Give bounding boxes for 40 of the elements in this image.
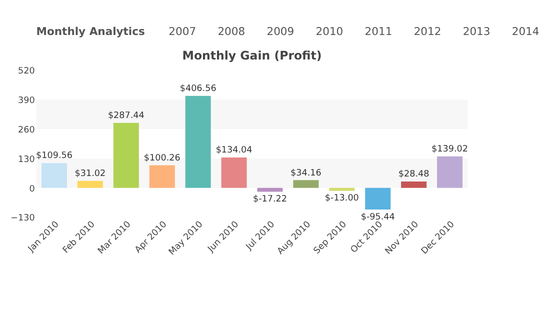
data-label: $31.02 <box>74 168 106 179</box>
data-label: $-95.44 <box>360 212 396 222</box>
text: Monthly Analytics <box>36 24 145 38</box>
data-label: $287.44 <box>108 110 145 121</box>
data-label: $139.02 <box>432 144 468 155</box>
data-label: $34.16 <box>290 168 322 178</box>
bar <box>293 180 319 188</box>
bar <box>113 122 139 188</box>
bar <box>42 163 68 188</box>
y-tick-label: 130 <box>18 154 36 165</box>
data-label: $109.56 <box>36 151 73 162</box>
bar <box>257 188 283 192</box>
text: 2014 <box>512 24 540 38</box>
y-tick-label: 390 <box>18 96 36 106</box>
bar <box>437 156 463 188</box>
text: 2012 <box>414 24 442 38</box>
y-tick-label: −130 <box>10 214 36 224</box>
bar <box>329 188 355 191</box>
text: 2011 <box>364 24 392 38</box>
data-label: $406.56 <box>180 84 217 94</box>
data-label: $134.04 <box>216 146 253 156</box>
bar <box>185 96 211 188</box>
data-label: $-17.22 <box>252 194 287 205</box>
chart-title: Monthly Gain (Profit) <box>182 48 322 62</box>
text: 2009 <box>266 24 294 38</box>
data-label: $28.48 <box>398 170 430 180</box>
y-tick-label: 0 <box>29 184 36 194</box>
y-tick-label: 260 <box>18 125 36 136</box>
bar <box>365 188 391 210</box>
bar <box>221 158 247 188</box>
data-label: $-13.00 <box>324 194 360 204</box>
bar <box>77 180 103 188</box>
text: 2007 <box>168 24 196 38</box>
text: 2013 <box>462 24 490 38</box>
text: 2008 <box>218 24 246 38</box>
data-label: $100.26 <box>144 153 181 164</box>
bar <box>401 181 427 188</box>
y-tick-label: 520 <box>18 66 36 77</box>
bar <box>149 165 175 188</box>
text: 2010 <box>316 24 344 38</box>
